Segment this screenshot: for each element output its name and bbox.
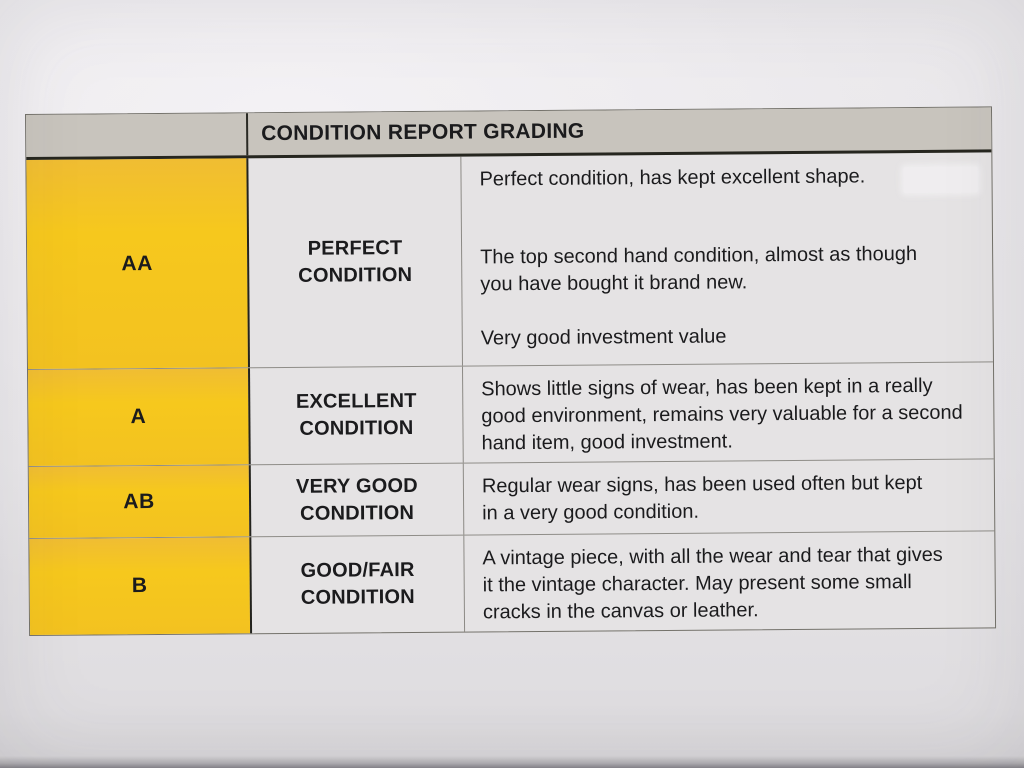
table-title: CONDITION REPORT GRADING [261, 119, 585, 146]
condition-name-cell: EXCELLENT CONDITION [250, 366, 464, 465]
photo-edge-shadow [0, 756, 1024, 768]
description-paragraph: Shows little signs of wear, has been kep… [481, 374, 963, 455]
condition-name-line: VERY GOOD [295, 474, 418, 498]
description-paragraph: The top second hand condition, almost as… [480, 242, 918, 296]
grade-cell: AA [26, 158, 250, 369]
table-row-aa: AA PERFECT CONDITION Perfect condition, … [26, 152, 993, 370]
table-row-ab: AB VERY GOOD CONDITION Regular wear sign… [28, 459, 995, 539]
condition-name-line: CONDITION [298, 263, 413, 287]
condition-name-cell: VERY GOOD CONDITION [250, 463, 465, 537]
grade-cell: AB [28, 465, 252, 538]
table-header-cell: CONDITION REPORT GRADING [248, 107, 991, 155]
description-paragraph: A vintage piece, with all the wear and t… [482, 543, 943, 624]
grade-cell: B [29, 537, 253, 635]
description-cell: Shows little signs of wear, has been kep… [463, 362, 994, 462]
condition-name-line: GOOD/FAIR [300, 558, 415, 582]
condition-report-table: CONDITION REPORT GRADING AA PERFECT COND… [25, 106, 997, 636]
description-cell: A vintage piece, with all the wear and t… [464, 531, 995, 631]
description-cell: Perfect condition, has kept excellent sh… [461, 152, 993, 365]
grade-cell: A [28, 368, 251, 466]
condition-name-cell: GOOD/FAIR CONDITION [251, 535, 466, 634]
condition-name-line: PERFECT [307, 236, 403, 260]
table-header-row: CONDITION REPORT GRADING [26, 107, 992, 160]
description-paragraph: Perfect condition, has kept excellent sh… [479, 165, 866, 191]
grade-label: AB [123, 489, 155, 513]
grade-label: B [131, 574, 148, 598]
grade-label: AA [121, 251, 153, 275]
table-header-spacer-cell [26, 113, 249, 157]
description-cell: Regular wear signs, has been used often … [464, 459, 995, 534]
condition-name-line: EXCELLENT [295, 389, 417, 413]
condition-name-line: CONDITION [300, 501, 415, 525]
grade-label: A [130, 405, 147, 429]
condition-name-line: CONDITION [299, 416, 414, 440]
table-row-b: B GOOD/FAIR CONDITION A vintage piece, w… [29, 531, 995, 635]
description-paragraph: Regular wear signs, has been used often … [481, 471, 923, 525]
description-paragraph: Very good investment value [480, 325, 727, 350]
condition-name-cell: PERFECT CONDITION [248, 156, 463, 368]
table-row-a: A EXCELLENT CONDITION Shows little signs… [28, 362, 994, 467]
condition-name-line: CONDITION [300, 585, 415, 609]
